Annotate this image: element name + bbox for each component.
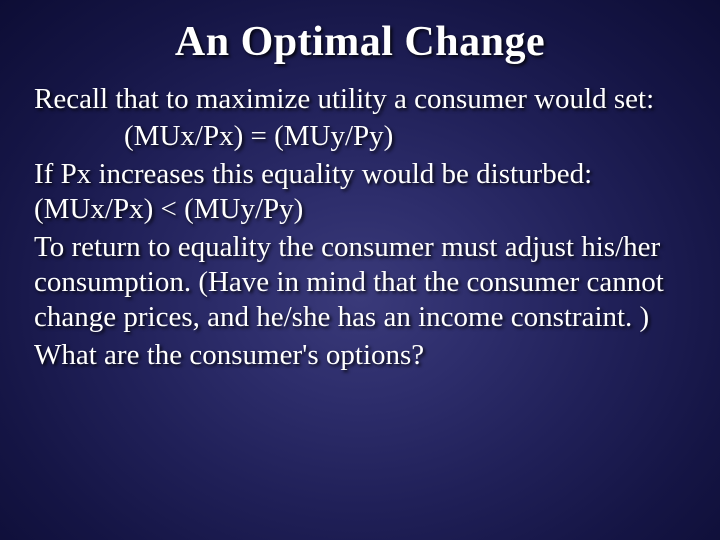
paragraph-adjust: To return to equality the consumer must … [34, 230, 686, 336]
paragraph-disturbed: If Px increases this equality would be d… [34, 157, 686, 228]
slide-body: Recall that to maximize utility a consum… [34, 82, 686, 373]
paragraph-recall: Recall that to maximize utility a consum… [34, 82, 686, 117]
paragraph-equation: (MUx/Px) = (MUy/Py) [34, 119, 686, 154]
paragraph-question: What are the consumer's options? [34, 338, 686, 373]
slide-title: An Optimal Change [34, 18, 686, 66]
